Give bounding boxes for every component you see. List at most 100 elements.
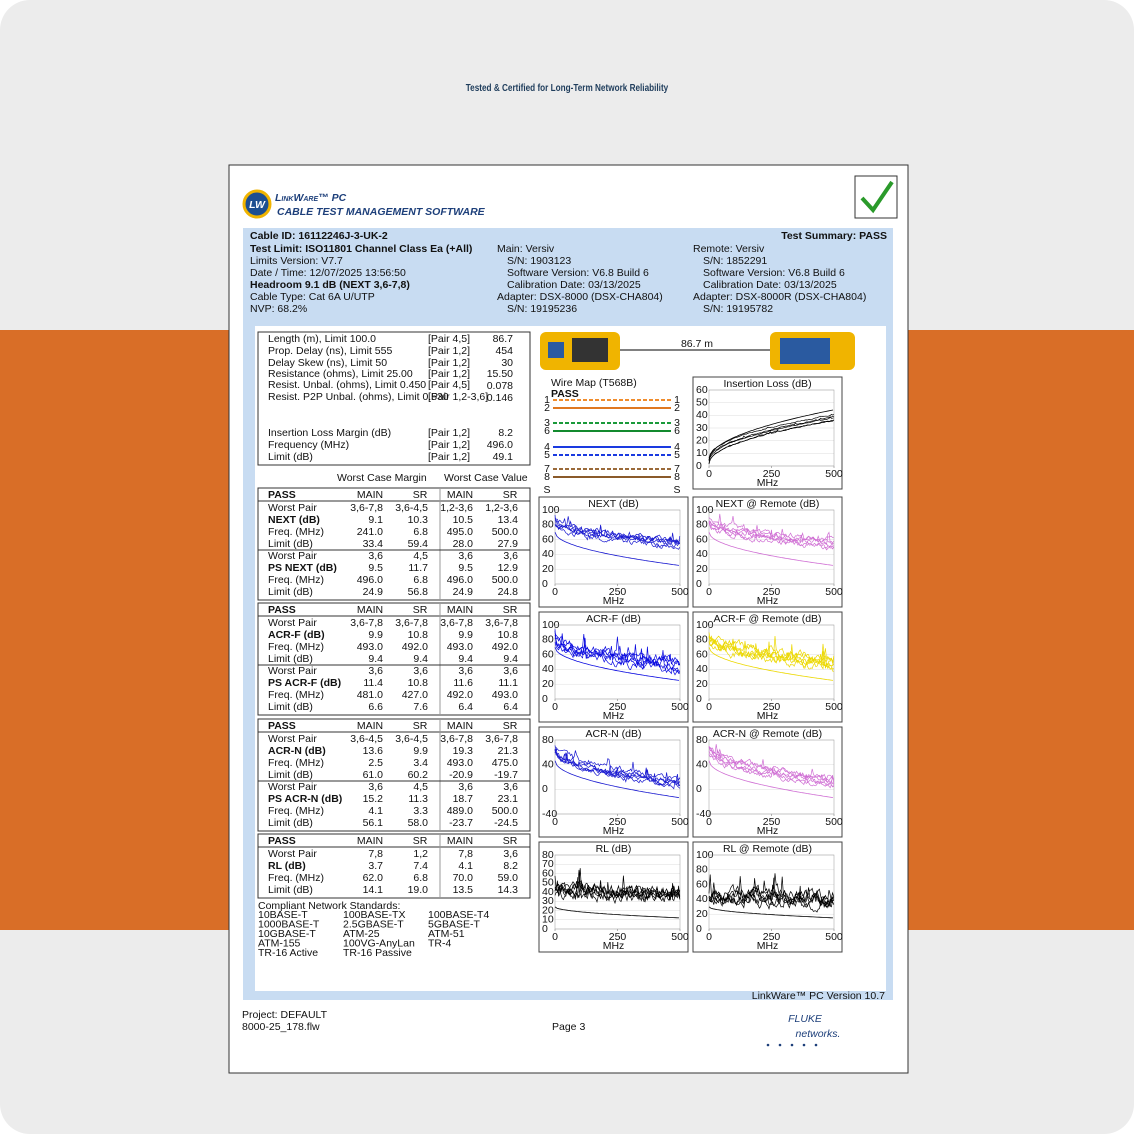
- pin-label: 8: [544, 471, 550, 483]
- table-cell: 1,2-3,6: [440, 502, 473, 514]
- x-tick-label: 500: [825, 586, 843, 598]
- table-cell: 7,8: [458, 848, 473, 860]
- software-version: LinkWare™ PC Version 10.7: [752, 990, 885, 1002]
- table-cell: 24.9: [363, 586, 384, 598]
- pin-label: 5: [674, 449, 680, 461]
- y-tick-label: 80: [696, 519, 708, 531]
- remote-panel: [780, 338, 830, 364]
- measurement-label: Delay Skew (ns), Limit 50: [268, 357, 387, 369]
- pin-label: 7: [544, 463, 550, 475]
- project: Project: DEFAULT: [242, 1009, 328, 1021]
- table-header: SR: [413, 489, 428, 501]
- table-row-label: Freq. (MHz): [268, 872, 324, 884]
- plot-area: [554, 854, 681, 930]
- pin-label: 1: [544, 394, 550, 406]
- trace: [554, 749, 681, 785]
- trace: [708, 882, 835, 909]
- table-row-label: ACR-F (dB): [268, 629, 325, 641]
- measurement-label: Frequency (MHz): [268, 439, 349, 451]
- measurement-value: 49.1: [493, 451, 514, 463]
- table-cell: 4,5: [413, 550, 428, 562]
- plot-panel: [538, 841, 689, 953]
- x-tick-label: 500: [671, 586, 689, 598]
- table-row-label: PS ACR-F (dB): [268, 677, 341, 689]
- table-cell: 15.2: [363, 793, 384, 805]
- main-screen: [572, 338, 608, 362]
- table-cell: 9.4: [368, 653, 383, 665]
- trace: [708, 641, 834, 672]
- plot-area: [554, 739, 681, 815]
- x-axis-label: MHz: [603, 940, 625, 952]
- pin-label: 6: [674, 425, 680, 437]
- y-tick-label: 20: [696, 434, 708, 446]
- trace: [554, 634, 681, 668]
- remote-info: Calibration Date: 03/13/2025: [703, 279, 837, 291]
- standard: 100BASE-T4: [428, 909, 489, 921]
- measurement-pair: [Pair 4,5]: [428, 333, 470, 345]
- x-tick-label: 250: [609, 931, 627, 943]
- plot-panel: [692, 611, 843, 723]
- remote-info: Adapter: DSX-8000R (DSX-CHA804): [693, 291, 866, 303]
- table-row-label: Worst Pair: [268, 665, 317, 677]
- table-cell: 9.9: [413, 745, 428, 757]
- trace: [708, 750, 835, 789]
- x-tick-label: 0: [706, 816, 712, 828]
- y-tick-label: 40: [542, 886, 554, 898]
- table-cell: 8.2: [503, 860, 518, 872]
- table-cell: 3,6-4,5: [395, 502, 428, 514]
- trace: [708, 416, 834, 462]
- plot-title: ACR-N @ Remote (dB): [713, 728, 822, 740]
- y-tick-label: 20: [542, 904, 554, 916]
- table-row-label: Freq. (MHz): [268, 641, 324, 653]
- test-info: Limits Version: V7.7: [250, 255, 343, 267]
- measurement-label: Limit (dB): [268, 451, 313, 463]
- table-header: PASS: [268, 604, 296, 616]
- table-cell: 492.0: [492, 641, 518, 653]
- y-tick-label: 60: [696, 384, 708, 396]
- y-tick-label: 40: [542, 548, 554, 560]
- x-tick-label: 250: [763, 468, 781, 480]
- pin-label: 6: [544, 425, 550, 437]
- table-row-label: Freq. (MHz): [268, 526, 324, 538]
- x-axis-label: MHz: [757, 940, 779, 952]
- table-cell: 10.5: [453, 514, 474, 526]
- table-cell: 500.0: [492, 805, 518, 817]
- main-port: [548, 342, 564, 358]
- brand-dot: [766, 1043, 770, 1047]
- page-number: Page 3: [552, 1021, 585, 1033]
- y-tick-label: 100: [696, 849, 714, 861]
- pass-check-box: [854, 175, 898, 219]
- trace: [554, 519, 680, 544]
- measurement-value: 0.078: [487, 380, 513, 392]
- table-cell: 3,6: [503, 665, 518, 677]
- table-header: PASS: [268, 720, 296, 732]
- table-header: MAIN: [447, 720, 473, 732]
- x-tick-label: 250: [763, 701, 781, 713]
- y-tick-label: 20: [696, 678, 708, 690]
- y-tick-label: 80: [696, 734, 708, 746]
- pin-label: 2: [544, 402, 550, 414]
- table-cell: 4,5: [413, 781, 428, 793]
- remote-info: Remote: Versiv: [693, 243, 765, 255]
- plot-title: NEXT @ Remote (dB): [716, 498, 820, 510]
- trace: [708, 636, 834, 670]
- wire-map-title: Wire Map (T568B): [551, 377, 637, 389]
- x-axis-label: MHz: [757, 825, 779, 837]
- trace: [708, 744, 834, 781]
- wire-map-result: PASS: [551, 388, 579, 400]
- table-cell: 24.9: [453, 586, 474, 598]
- table-cell: 28.0: [453, 538, 474, 550]
- table-cell: 24.8: [498, 586, 519, 598]
- y-tick-label: 0: [696, 923, 702, 935]
- y-tick-label: 40: [542, 663, 554, 675]
- main-info: S/N: 1903123: [507, 255, 571, 267]
- x-axis-label: MHz: [757, 595, 779, 607]
- x-axis-label: MHz: [757, 477, 779, 489]
- remote-info: Software Version: V6.8 Build 6: [703, 267, 845, 279]
- file-name: 8000-25_178.flw: [242, 1021, 320, 1033]
- table-cell: 14.1: [363, 884, 384, 896]
- table-header: MAIN: [357, 720, 383, 732]
- table-cell: 9.4: [458, 653, 473, 665]
- trace: [708, 416, 834, 461]
